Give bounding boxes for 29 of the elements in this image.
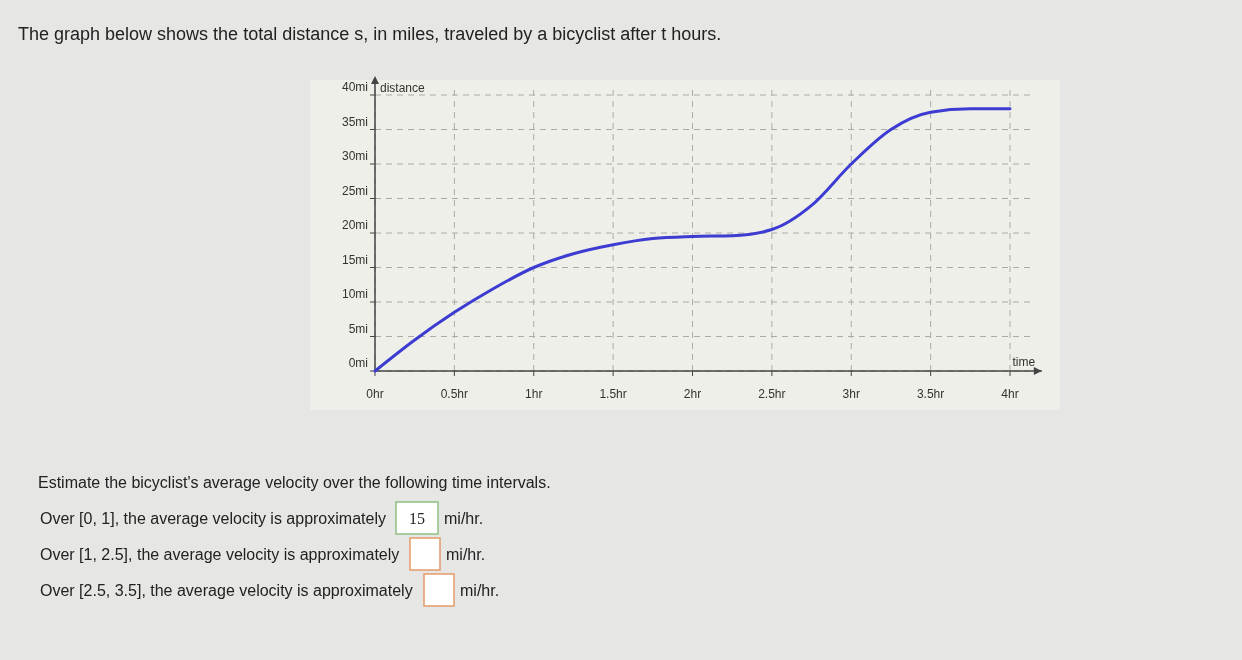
- text: Over [0, 1], the average velocity is approximately: [40, 510, 386, 527]
- text: Over [1, 2.5], the average velocity is approximately: [40, 546, 400, 563]
- y-axis-title: distance: [380, 81, 426, 96]
- text: 15: [409, 510, 425, 527]
- text: mi/hr.: [444, 510, 484, 527]
- x-tick-label: 3hr: [842, 387, 860, 401]
- y-tick-label: 20mi: [341, 218, 368, 232]
- text: Over [2.5, 3.5], the average velocity is approximately: [40, 582, 413, 599]
- y-tick-label: 35mi: [341, 114, 368, 129]
- y-tick-label: 30mi: [341, 149, 368, 163]
- text: mi/hr.: [460, 582, 500, 599]
- text: Estimate the bicyclist's average velocity over the following time intervals.: [38, 474, 551, 491]
- x-tick-label: 4hr: [1001, 387, 1019, 401]
- x-tick-label: 0.5hr: [440, 387, 469, 401]
- y-tick-label: 10mi: [341, 287, 368, 301]
- y-tick-label: 25mi: [341, 183, 368, 198]
- x-tick-label: 3.5hr: [916, 387, 945, 401]
- y-tick-label: 40mi: [341, 80, 368, 94]
- text: mi/hr.: [446, 546, 486, 563]
- chart-title: The graph below shows the total distance s, in miles, traveled by a bicyclist after t hours.: [18, 24, 722, 44]
- x-tick-label: 2hr: [683, 387, 702, 401]
- x-tick-label: 0hr: [366, 387, 384, 401]
- x-tick-label: 2.5hr: [758, 387, 786, 401]
- y-tick-label: 15mi: [341, 252, 368, 267]
- y-tick-label: 5mi: [348, 321, 368, 336]
- x-axis-title: time: [1012, 355, 1036, 369]
- x-tick-label: 1hr: [525, 387, 543, 401]
- y-tick-label: 0mi: [348, 356, 368, 370]
- x-tick-label: 1.5hr: [599, 387, 627, 401]
